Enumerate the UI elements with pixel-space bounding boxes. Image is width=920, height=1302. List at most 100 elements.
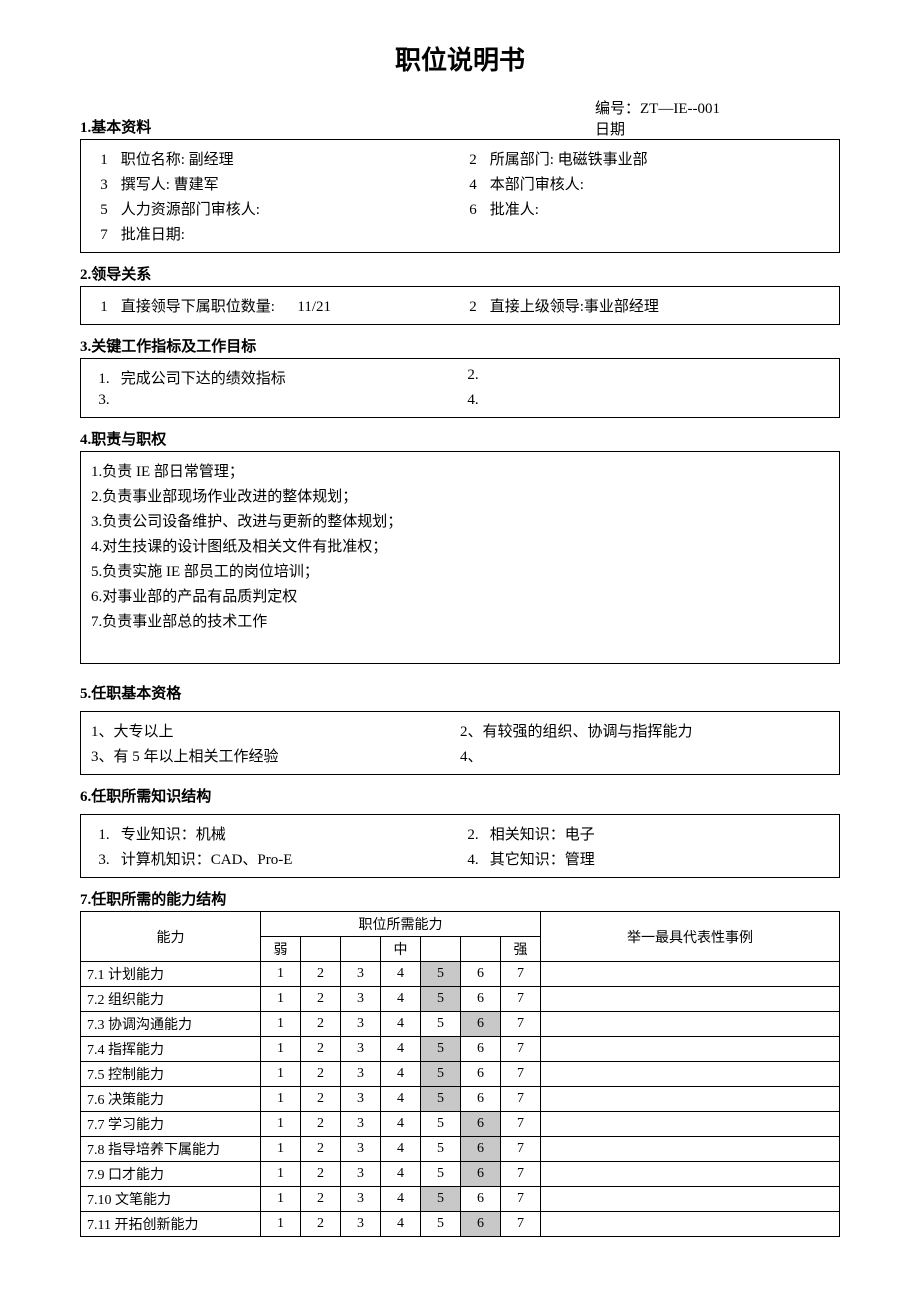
ability-cell: 4 bbox=[381, 962, 421, 987]
basic-info-item: 5 人力资源部门审核人: bbox=[91, 196, 460, 221]
ability-cell: 1 bbox=[261, 962, 301, 987]
ability-cell: 5 bbox=[421, 1137, 461, 1162]
qualification-item: 3、有 5 年以上相关工作经验 bbox=[91, 743, 460, 768]
basic-info-item: 2 所属部门: 电磁铁事业部 bbox=[460, 146, 829, 171]
basic-info-item: 6 批准人: bbox=[460, 196, 829, 221]
ability-cell: 7 bbox=[501, 1112, 541, 1137]
section-6-header: 6.任职所需知识结构 bbox=[80, 785, 840, 806]
ability-cell: 3 bbox=[341, 1162, 381, 1187]
ability-cell: 6 bbox=[461, 987, 501, 1012]
ability-cell: 2 bbox=[301, 1037, 341, 1062]
ability-label: 7.1 计划能力 bbox=[81, 962, 261, 987]
section-1-box: 1 职位名称: 副经理2 所属部门: 电磁铁事业部3 撰写人: 曹建军4 本部门… bbox=[80, 139, 840, 253]
ability-example bbox=[541, 987, 840, 1012]
section-2-header: 2.领导关系 bbox=[80, 263, 840, 284]
ability-cell: 2 bbox=[301, 1187, 341, 1212]
ability-cell: 3 bbox=[341, 1112, 381, 1137]
ability-cell: 2 bbox=[301, 987, 341, 1012]
ability-cell: 7 bbox=[501, 1187, 541, 1212]
ability-table: 能力 职位所需能力 举一最具代表性事例 弱 中 强 7.1 计划能力123456… bbox=[80, 911, 840, 1237]
ability-cell: 4 bbox=[381, 1012, 421, 1037]
ability-cell: 3 bbox=[341, 987, 381, 1012]
ability-cell: 2 bbox=[301, 1012, 341, 1037]
ability-row: 7.9 口才能力1234567 bbox=[81, 1162, 840, 1187]
ability-cell: 2 bbox=[301, 1137, 341, 1162]
section-5-header: 5.任职基本资格 bbox=[80, 682, 840, 703]
ability-example bbox=[541, 1137, 840, 1162]
ability-cell: 3 bbox=[341, 1137, 381, 1162]
ability-cell: 4 bbox=[381, 1162, 421, 1187]
ability-cell: 4 bbox=[381, 1062, 421, 1087]
basic-info-item: 7 批准日期: bbox=[91, 221, 460, 246]
kpi-item: 1. 完成公司下达的绩效指标 bbox=[91, 365, 460, 390]
qualification-item: 2、有较强的组织、协调与指挥能力 bbox=[460, 718, 829, 743]
ability-cell: 3 bbox=[341, 1212, 381, 1237]
ability-example bbox=[541, 1112, 840, 1137]
ability-row: 7.2 组织能力1234567 bbox=[81, 987, 840, 1012]
qualification-item: 4、 bbox=[460, 743, 829, 768]
th-required: 职位所需能力 bbox=[261, 912, 541, 937]
ability-cell: 1 bbox=[261, 1137, 301, 1162]
ability-cell: 7 bbox=[501, 987, 541, 1012]
kpi-item: 2. bbox=[460, 365, 829, 390]
ability-row: 7.5 控制能力1234567 bbox=[81, 1062, 840, 1087]
ability-row: 7.11 开拓创新能力1234567 bbox=[81, 1212, 840, 1237]
ability-label: 7.3 协调沟通能力 bbox=[81, 1012, 261, 1037]
ability-cell: 2 bbox=[301, 1087, 341, 1112]
section-3-header: 3.关键工作指标及工作目标 bbox=[80, 335, 840, 356]
ability-cell: 2 bbox=[301, 1112, 341, 1137]
ability-cell: 6 bbox=[461, 1112, 501, 1137]
responsibility-item: 2.负责事业部现场作业改进的整体规划； bbox=[91, 483, 829, 508]
ability-cell: 5 bbox=[421, 1062, 461, 1087]
ability-cell: 1 bbox=[261, 1012, 301, 1037]
ability-cell: 1 bbox=[261, 1037, 301, 1062]
ability-cell: 2 bbox=[301, 962, 341, 987]
responsibility-item: 1.负责 IE 部日常管理； bbox=[91, 458, 829, 483]
ability-cell: 4 bbox=[381, 1137, 421, 1162]
ability-cell: 7 bbox=[501, 1012, 541, 1037]
ability-cell: 6 bbox=[461, 1212, 501, 1237]
ability-cell: 7 bbox=[501, 1037, 541, 1062]
section-3-box: 1. 完成公司下达的绩效指标2. 3. 4. bbox=[80, 358, 840, 418]
ability-cell: 2 bbox=[301, 1212, 341, 1237]
ability-cell: 7 bbox=[501, 962, 541, 987]
ability-cell: 1 bbox=[261, 1112, 301, 1137]
ability-cell: 1 bbox=[261, 1187, 301, 1212]
section-2-box: 1 直接领导下属职位数量: 11/212 直接上级领导:事业部经理 bbox=[80, 286, 840, 325]
responsibility-item: 5.负责实施 IE 部员工的岗位培训； bbox=[91, 558, 829, 583]
ability-example bbox=[541, 1062, 840, 1087]
section-1-header: 1.基本资料 bbox=[80, 116, 151, 137]
ability-example bbox=[541, 1037, 840, 1062]
ability-example bbox=[541, 962, 840, 987]
ability-example bbox=[541, 1012, 840, 1037]
ability-cell: 7 bbox=[501, 1162, 541, 1187]
ability-label: 7.2 组织能力 bbox=[81, 987, 261, 1012]
ability-cell: 4 bbox=[381, 987, 421, 1012]
ability-cell: 5 bbox=[421, 987, 461, 1012]
responsibility-item: 3.负责公司设备维护、改进与更新的整体规划； bbox=[91, 508, 829, 533]
ability-cell: 3 bbox=[341, 962, 381, 987]
ability-cell: 3 bbox=[341, 1037, 381, 1062]
ability-cell: 4 bbox=[381, 1212, 421, 1237]
th-example: 举一最具代表性事例 bbox=[541, 912, 840, 962]
ability-cell: 2 bbox=[301, 1162, 341, 1187]
ability-row: 7.6 决策能力1234567 bbox=[81, 1087, 840, 1112]
ability-cell: 6 bbox=[461, 1137, 501, 1162]
ability-cell: 2 bbox=[301, 1062, 341, 1087]
th-mid: 中 bbox=[381, 937, 421, 962]
doc-date: 日期 bbox=[595, 118, 720, 139]
leadership-item: 1 直接领导下属职位数量: 11/21 bbox=[91, 293, 460, 318]
ability-row: 7.7 学习能力1234567 bbox=[81, 1112, 840, 1137]
ability-cell: 4 bbox=[381, 1112, 421, 1137]
ability-cell: 6 bbox=[461, 1087, 501, 1112]
ability-cell: 6 bbox=[461, 1162, 501, 1187]
kpi-item: 4. bbox=[460, 390, 829, 411]
ability-cell: 1 bbox=[261, 1212, 301, 1237]
ability-cell: 5 bbox=[421, 1112, 461, 1137]
ability-cell: 7 bbox=[501, 1212, 541, 1237]
ability-label: 7.4 指挥能力 bbox=[81, 1037, 261, 1062]
ability-label: 7.6 决策能力 bbox=[81, 1087, 261, 1112]
th-high: 强 bbox=[501, 937, 541, 962]
ability-cell: 4 bbox=[381, 1187, 421, 1212]
ability-cell: 5 bbox=[421, 1212, 461, 1237]
